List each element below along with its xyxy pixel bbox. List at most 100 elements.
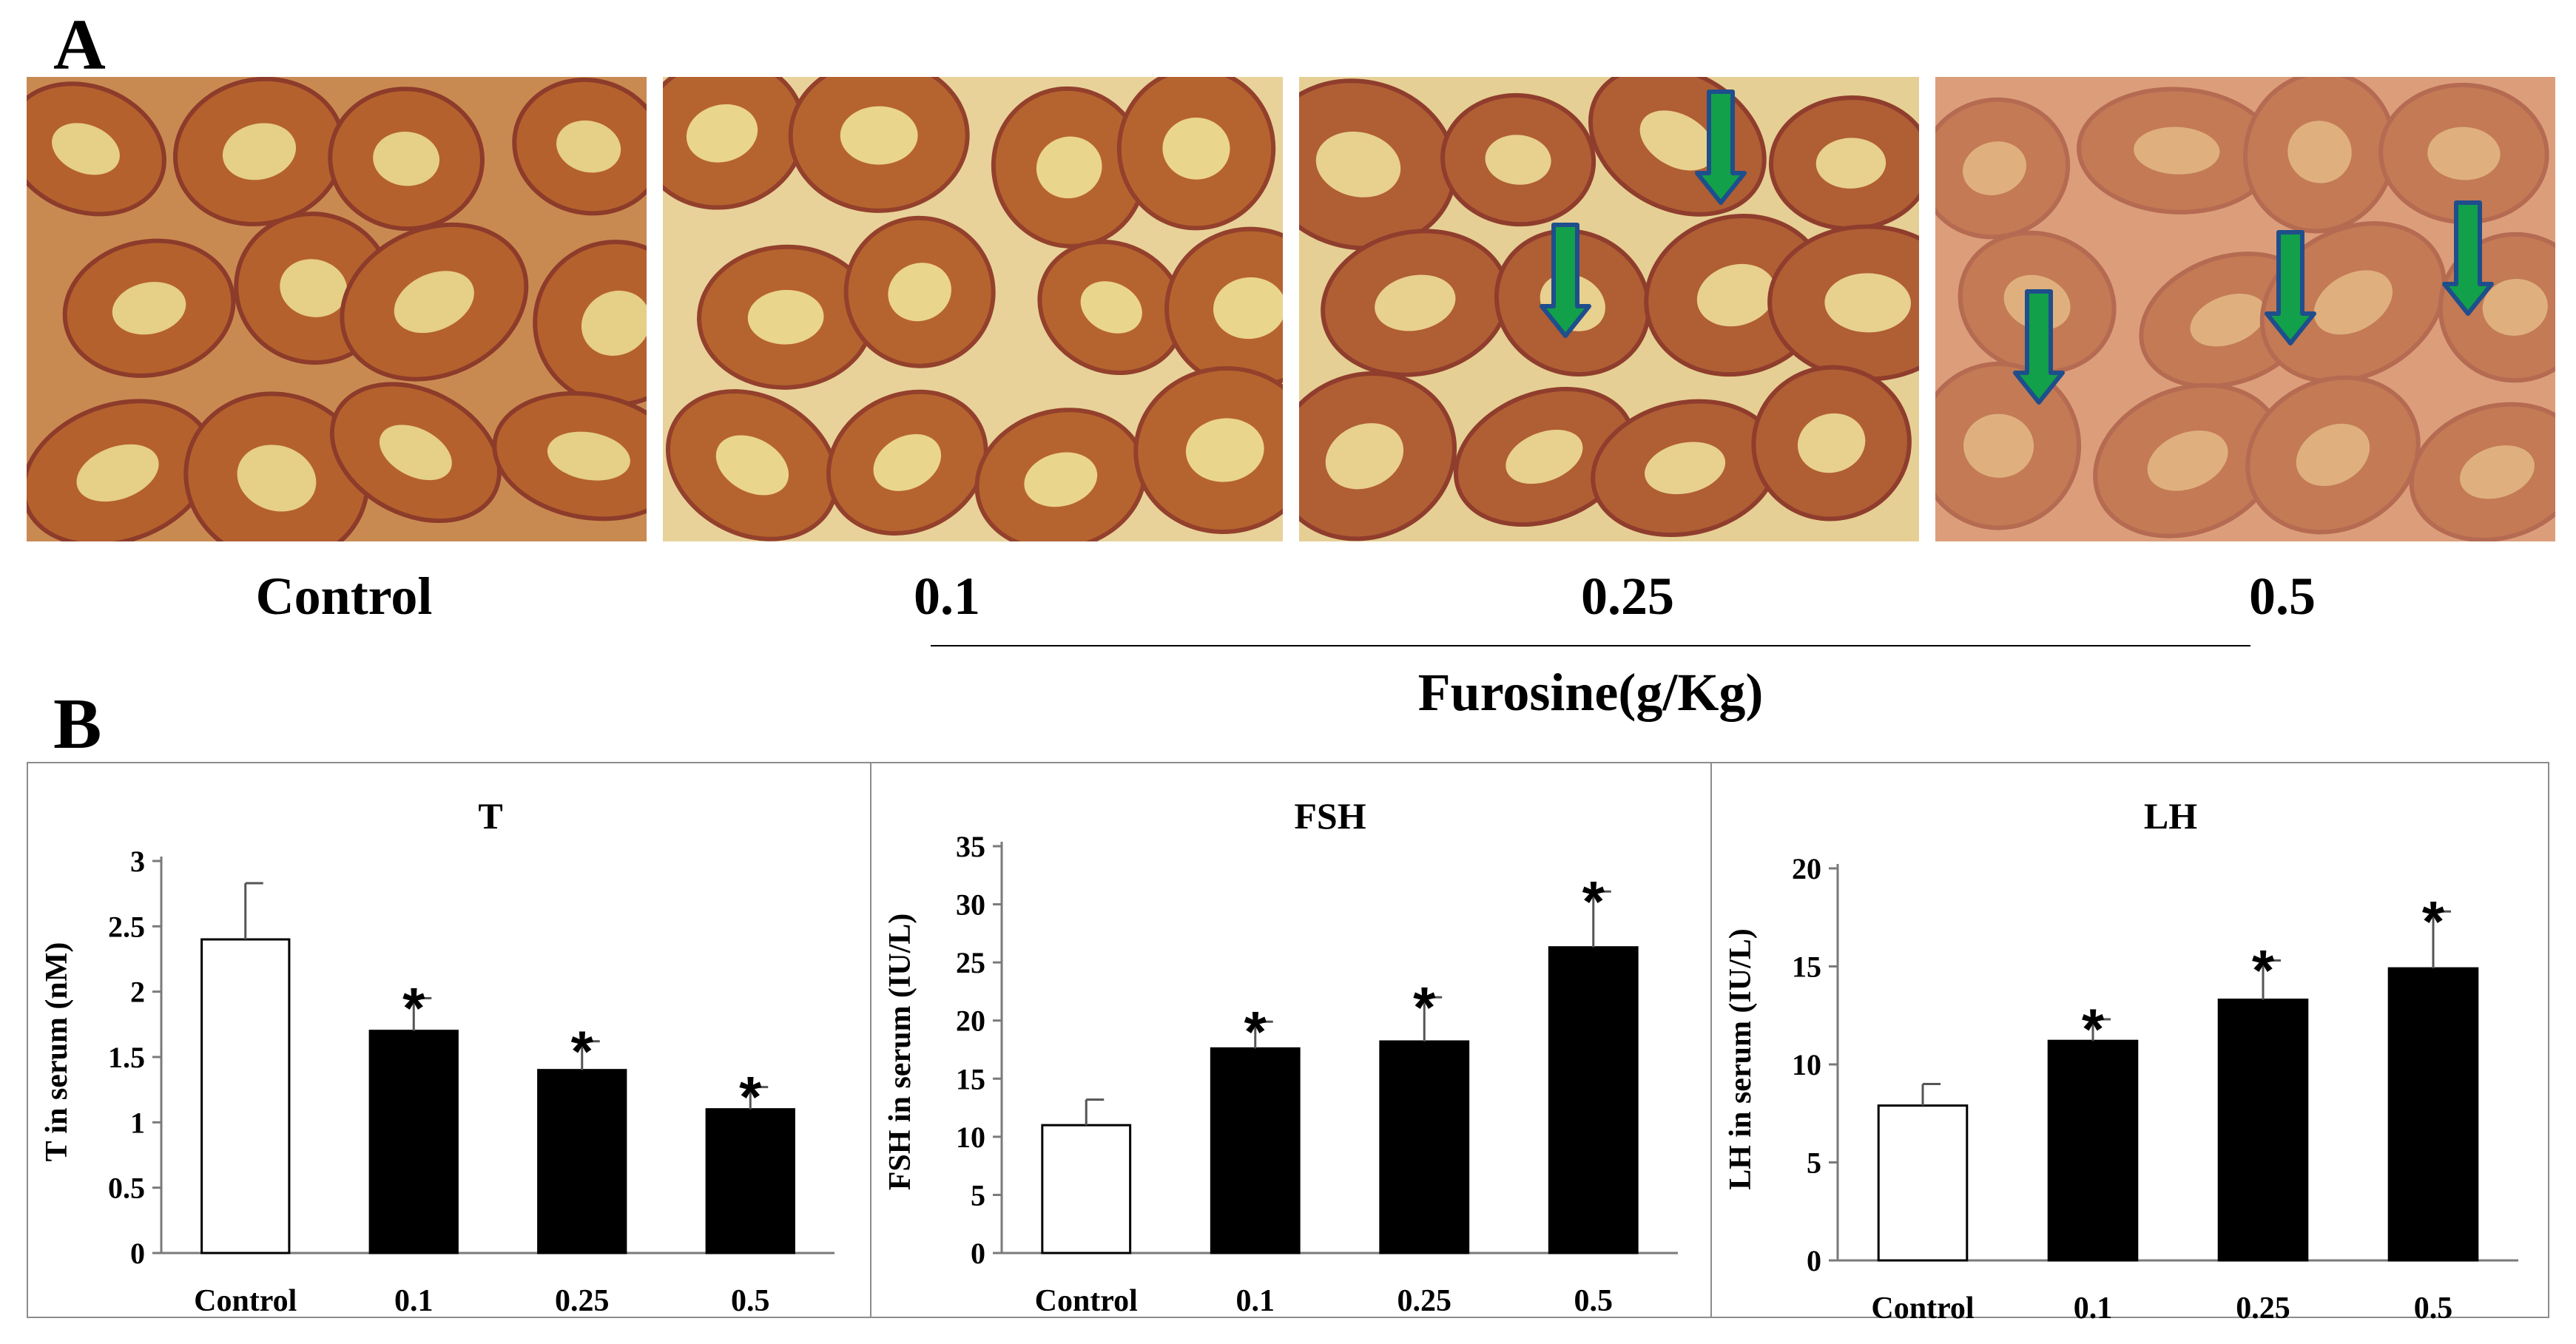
y-tick-label: 5 bbox=[971, 1178, 985, 1212]
x-category-label: Control bbox=[1871, 1291, 1974, 1320]
bar bbox=[1877, 1104, 1969, 1262]
x-category-label: 0.1 bbox=[2074, 1291, 2113, 1320]
bar bbox=[2217, 999, 2309, 1262]
tubule-lumen bbox=[1024, 452, 1098, 507]
tubule-lumen bbox=[2147, 430, 2228, 491]
tubule-lumen bbox=[1036, 136, 1102, 199]
tubule-lumen bbox=[747, 289, 824, 345]
y-tick-label: 3 bbox=[130, 845, 145, 878]
tubule-lumen bbox=[715, 435, 789, 496]
tubule-lumen bbox=[556, 120, 621, 173]
tubule-lumen bbox=[1963, 413, 2034, 478]
panel-b-letter: B bbox=[53, 684, 102, 764]
significance-star: * bbox=[1413, 974, 1436, 1039]
tubule-lumen bbox=[840, 106, 918, 165]
tubule-lumen bbox=[1645, 442, 1726, 495]
caption-0-1: 0.1 bbox=[914, 567, 980, 626]
tubule-lumen bbox=[2313, 270, 2393, 335]
tubule-lumen bbox=[1963, 141, 2026, 195]
significance-star: * bbox=[2252, 938, 2275, 1003]
pointer-arrow-icon bbox=[1540, 223, 1591, 338]
micrograph-0-25 bbox=[1299, 77, 1919, 541]
tubule-lumen bbox=[1485, 135, 1551, 185]
pointer-arrow-icon bbox=[1695, 90, 1747, 205]
y-tick-label: 0 bbox=[971, 1237, 985, 1270]
y-tick-label: 2 bbox=[130, 976, 145, 1009]
significance-star: * bbox=[739, 1064, 762, 1129]
panel-a-group-label: Furosine(g/Kg) bbox=[1417, 663, 1764, 722]
y-tick-label: 0.5 bbox=[108, 1172, 145, 1205]
tubule-lumen bbox=[2427, 126, 2501, 180]
y-tick-label: 25 bbox=[956, 946, 985, 979]
tubule-lumen bbox=[873, 433, 942, 491]
chart-fsh-svg: FSH FSH in serum (IU/L) 0 5 10 15 20 25 30 35 Cont… bbox=[883, 795, 1678, 1318]
y-axis-label: LH in serum (IU/L) bbox=[1724, 928, 1758, 1190]
y-tick-label: 5 bbox=[1807, 1147, 1821, 1180]
bar bbox=[537, 1069, 627, 1254]
x-category-label: 0.1 bbox=[1236, 1284, 1275, 1318]
x-category-label: 0.5 bbox=[2414, 1291, 2453, 1320]
tubule-lumen bbox=[2296, 423, 2370, 487]
tubule-lumen bbox=[1213, 277, 1283, 340]
tubule-lumen bbox=[1797, 413, 1866, 473]
y-tick-label: 15 bbox=[1792, 950, 1821, 984]
tubule-lumen bbox=[547, 431, 630, 481]
chart-title: FSH bbox=[1294, 795, 1366, 837]
y-tick-label: 10 bbox=[1792, 1048, 1821, 1081]
y-tick-label: 10 bbox=[956, 1121, 985, 1154]
chart-fsh: FSH FSH in serum (IU/L) 0 5 10 15 20 25 30 35 Cont… bbox=[870, 762, 1712, 1318]
bar bbox=[200, 938, 291, 1254]
tubule-lumen bbox=[52, 123, 120, 175]
x-category-label: Control bbox=[1035, 1284, 1138, 1318]
x-category-label: 0.5 bbox=[731, 1284, 770, 1318]
x-category-label: 0.25 bbox=[1397, 1284, 1452, 1318]
tubule-lumen bbox=[2482, 279, 2548, 336]
bar bbox=[1548, 946, 1639, 1254]
tubule-lumen bbox=[2287, 121, 2352, 183]
tubule-lumen bbox=[2134, 126, 2220, 175]
x-category-label: 0.5 bbox=[1574, 1284, 1614, 1318]
tubule-lumen bbox=[1824, 273, 1911, 333]
bar bbox=[1041, 1124, 1132, 1254]
chart-lh-svg: LH LH in serum (IU/L) 0 5 10 15 20 Control * 0.1 *… bbox=[1724, 795, 2518, 1320]
significance-star: * bbox=[2422, 888, 2445, 953]
panel-a-group-line bbox=[931, 645, 2250, 646]
bar bbox=[2387, 967, 2479, 1262]
tubule-lumen bbox=[1375, 274, 1456, 331]
tubule-lumen bbox=[686, 104, 758, 163]
y-axis-label: FSH in serum (IU/L) bbox=[883, 914, 917, 1191]
bar bbox=[1379, 1040, 1470, 1254]
tubule-lumen bbox=[1185, 418, 1264, 482]
y-tick-label: 0 bbox=[130, 1237, 145, 1270]
significance-star: * bbox=[1582, 868, 1605, 933]
micrograph-0-1 bbox=[663, 77, 1283, 541]
caption-0-25: 0.25 bbox=[1581, 567, 1674, 626]
tubule-lumen bbox=[1506, 429, 1583, 484]
significance-star: * bbox=[1244, 999, 1267, 1064]
chart-lh: LH LH in serum (IU/L) 0 5 10 15 20 Control * 0.1 *… bbox=[1710, 762, 2549, 1320]
bar bbox=[368, 1030, 459, 1254]
tubule-lumen bbox=[888, 263, 951, 322]
tubule-lumen bbox=[1315, 131, 1401, 197]
micrograph-0-1-image bbox=[663, 77, 1283, 541]
bar bbox=[705, 1108, 795, 1254]
tubule-lumen bbox=[1325, 423, 1404, 490]
tubule-lumen bbox=[237, 445, 317, 512]
bar bbox=[2047, 1039, 2139, 1262]
tubule-lumen bbox=[2459, 445, 2535, 499]
y-tick-label: 30 bbox=[956, 888, 985, 922]
tubule-lumen bbox=[2190, 294, 2266, 347]
tubule-lumen bbox=[1696, 263, 1776, 327]
tubule-lumen bbox=[1639, 110, 1716, 171]
significance-star: * bbox=[402, 976, 425, 1041]
pointer-arrow-icon bbox=[2265, 230, 2316, 345]
micrograph-0-5 bbox=[1935, 77, 2555, 541]
chart-title: LH bbox=[2144, 795, 2197, 837]
tubule-lumen bbox=[76, 444, 159, 502]
chart-t-svg: T T in serum (nM) 0 0.5 1 1.5 2 2.5 3 Control * 0.1… bbox=[40, 795, 834, 1318]
y-tick-label: 15 bbox=[956, 1062, 985, 1095]
pointer-arrow-icon bbox=[2013, 289, 2065, 405]
pointer-arrow-icon bbox=[2442, 200, 2494, 316]
micrograph-control bbox=[27, 77, 647, 541]
caption-0-5: 0.5 bbox=[2249, 567, 2316, 626]
